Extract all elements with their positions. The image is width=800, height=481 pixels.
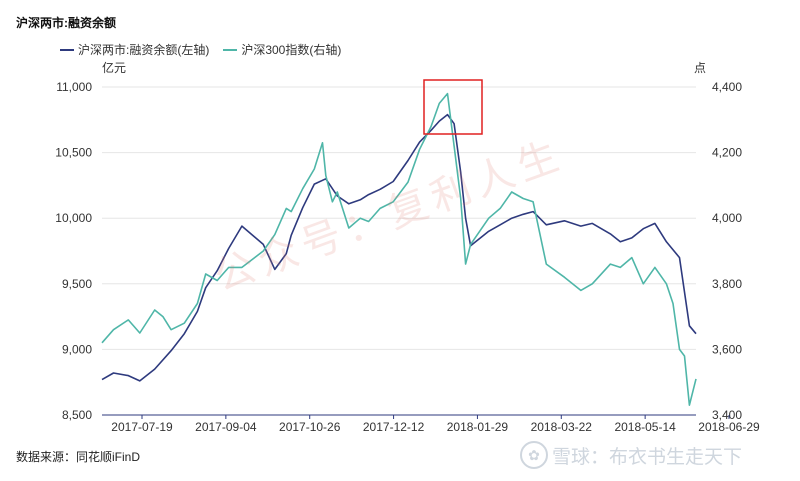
highlight-box (423, 79, 483, 135)
x-tick-label: 2018-03-22 (531, 420, 593, 434)
y-right-tick-label: 3,400 (712, 408, 742, 422)
y-left-tick-label: 9,000 (62, 342, 92, 356)
series-line-hs300 (101, 92, 697, 407)
left-axis-unit: 亿元 (102, 61, 127, 75)
legend-swatch-hs300 (223, 48, 238, 51)
xueqiu-watermark: ✿ 雪球：布衣书生走天下 (520, 441, 742, 469)
legend-item-financing-balance: 沪深两市:融资余额(左轴) (60, 41, 209, 58)
series-line-financing-balance (101, 113, 697, 382)
y-left-tick-label: 8,500 (62, 408, 92, 422)
grid-layer (102, 86, 696, 416)
y-right-tick-label: 4,400 (712, 80, 742, 94)
x-tick-label: 2018-05-14 (614, 420, 676, 434)
x-tick-label: 2017-12-12 (363, 420, 425, 434)
watermark-text: 雪球：布衣书生走天下 (552, 446, 743, 468)
axis-layer: 8,500 9,000 9,500 10,000 10,500 11,000 3,400 3,… (55, 80, 760, 434)
x-tick-label: 2018-01-29 (447, 420, 509, 434)
x-tick-label: 2017-07-19 (111, 420, 173, 434)
y-left-tick-label: 9,500 (62, 277, 92, 291)
legend-label-financing-balance: 沪深两市:融资余额(左轴) (78, 43, 210, 57)
x-tick-label: 2017-09-04 (195, 420, 257, 434)
y-left-tick-label: 10,500 (55, 146, 92, 160)
x-tick-label: 2017-10-26 (279, 420, 341, 434)
legend-label-hs300: 沪深300指数(右轴) (241, 43, 342, 57)
xueqiu-logo-icon: ✿ (520, 441, 548, 469)
legend-item-hs300: 沪深300指数(右轴) (223, 41, 341, 58)
legend: 沪深两市:融资余额(左轴) 沪深300指数(右轴) (60, 41, 355, 58)
y-right-tick-label: 3,600 (712, 342, 742, 356)
series-layer (101, 92, 697, 407)
y-right-tick-label: 3,800 (712, 277, 742, 291)
y-right-tick-label: 4,200 (712, 146, 742, 160)
y-left-tick-label: 10,000 (55, 211, 92, 225)
data-source: 数据来源：同花顺iFinD (16, 450, 141, 464)
right-axis-unit: 点 (694, 61, 707, 75)
x-tick-label: 2018-06-29 (698, 420, 760, 434)
legend-swatch-financing-balance (60, 48, 74, 51)
y-left-tick-label: 11,000 (56, 80, 92, 94)
chart-title: 沪深两市:融资余额 (16, 16, 116, 30)
y-right-tick-label: 4,000 (712, 211, 742, 225)
